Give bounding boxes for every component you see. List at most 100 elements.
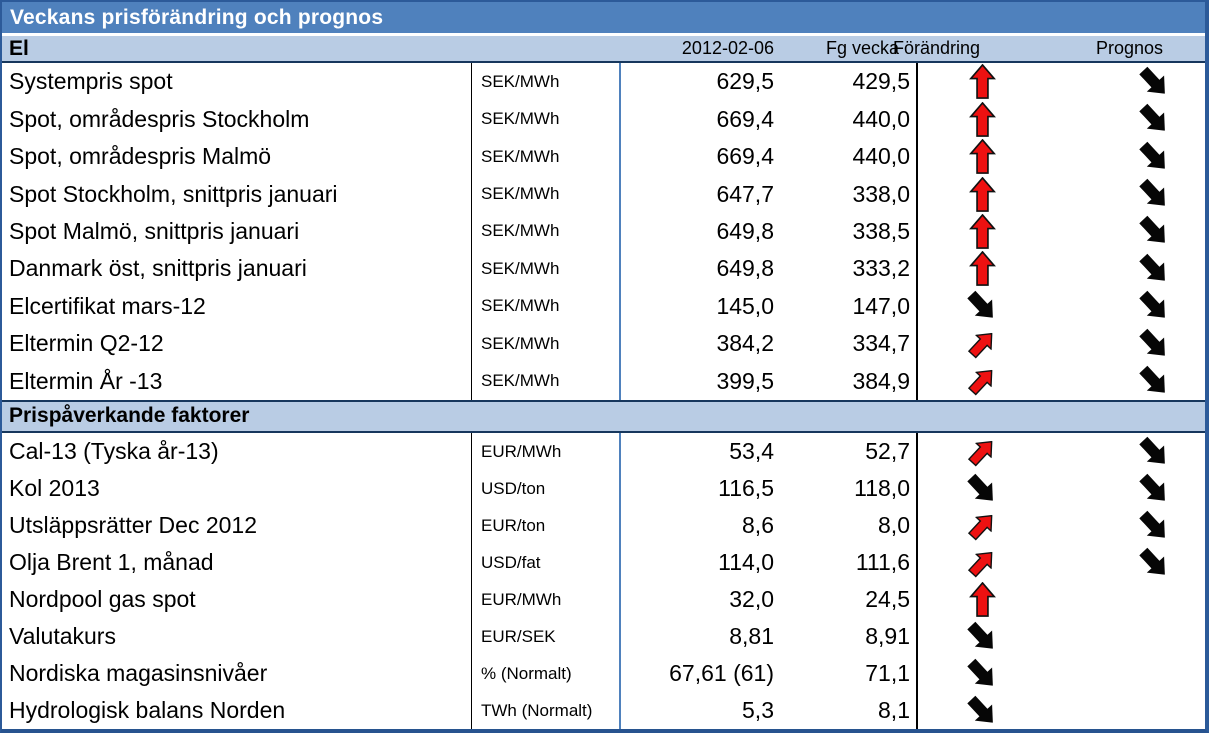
change-arrow-cell: [918, 433, 1046, 470]
row-label: Systempris spot: [2, 63, 472, 101]
table-row: Spot, områdespris Malmö SEK/MWh 669,4 44…: [2, 137, 1205, 176]
table-header-row: El 2012-02-06 Fg vecka Förändring Progno…: [2, 36, 1205, 63]
forecast-arrow-cell: [1046, 507, 1205, 544]
row-value-current: 114,0: [718, 549, 774, 575]
table-row: Elcertifikat mars-12 SEK/MWh 145,0 147,0: [2, 287, 1205, 326]
change-arrow-cell: [918, 581, 1046, 618]
row-label: Danmark öst, snittpris januari: [2, 250, 472, 288]
row-unit: SEK/MWh: [472, 137, 621, 176]
row-label: Olja Brent 1, månad: [2, 544, 472, 581]
row-value-current: 669,4: [716, 105, 774, 132]
up-arrow-icon: [968, 582, 996, 617]
row-value-current: 669,4: [716, 143, 774, 170]
row-label: Nordpool gas spot: [2, 581, 472, 618]
row-unit: SEK/MWh: [472, 250, 621, 288]
row-label: Hydrologisk balans Norden: [2, 692, 472, 729]
row-value-prev: 8,91: [782, 618, 918, 655]
row-value-current: 384,2: [716, 330, 774, 357]
table-row: Utsläppsrätter Dec 2012 EUR/ton 8,6 8,0: [2, 507, 1205, 544]
column-header-date: 2012-02-06: [681, 38, 774, 58]
diagonal-down-arrow-icon: [967, 658, 993, 686]
row-value-prev: 111,6: [782, 544, 918, 581]
row-value-current: 399,5: [716, 367, 774, 394]
column-header-prev-week: Fg vecka: [825, 38, 899, 58]
row-label: Spot, områdespris Stockholm: [2, 100, 472, 138]
diagonal-down-arrow-icon: [1138, 66, 1165, 94]
row-value-current: 116,5: [718, 475, 774, 501]
change-arrow-cell: [918, 363, 1046, 400]
forecast-arrow-cell: [1046, 544, 1205, 581]
row-label: Elcertifikat mars-12: [2, 287, 472, 326]
row-value-current: 629,5: [716, 68, 774, 95]
diagonal-up-arrow-icon: [967, 514, 993, 541]
section-factors-rows: Cal-13 (Tyska år-13) EUR/MWh 53,4 52,7 K…: [2, 433, 1205, 729]
diagonal-down-arrow-icon: [1138, 291, 1165, 318]
change-arrow-cell: [918, 63, 1046, 100]
up-arrow-icon: [968, 139, 996, 174]
diagonal-up-arrow-icon: [967, 370, 993, 396]
row-unit: USD/fat: [472, 544, 621, 581]
forecast-arrow-cell: [1046, 655, 1205, 692]
change-arrow-cell: [918, 692, 1046, 729]
row-label: Spot, områdespris Malmö: [2, 137, 472, 176]
row-value-prev: 334,7: [782, 325, 918, 363]
up-arrow-icon: [968, 64, 996, 100]
diagonal-up-arrow-icon: [967, 332, 993, 359]
table-row: Eltermin År -13 SEK/MWh 399,5 384,9: [2, 362, 1205, 400]
row-unit: EUR/SEK: [472, 618, 621, 655]
diagonal-down-arrow-icon: [1138, 547, 1165, 575]
change-arrow-cell: [918, 507, 1046, 544]
row-value-current: 53,4: [729, 438, 774, 464]
forecast-arrow-cell: [1046, 213, 1205, 250]
row-unit: SEK/MWh: [472, 212, 621, 251]
change-arrow-cell: [918, 544, 1046, 581]
row-value-current: 67,61 (61): [669, 660, 774, 686]
row-value-prev: 118,0: [782, 470, 918, 507]
change-arrow-cell: [918, 325, 1046, 362]
row-value-prev: 24,5: [782, 581, 918, 618]
row-unit: % (Normalt): [472, 655, 621, 692]
forecast-arrow-cell: [1046, 363, 1205, 400]
row-label: Kol 2013: [2, 470, 472, 507]
change-arrow-cell: [918, 175, 1046, 212]
row-label: Cal-13 (Tyska år-13): [2, 433, 472, 470]
row-label: Spot Stockholm, snittpris januari: [2, 175, 472, 213]
row-unit: EUR/MWh: [472, 433, 621, 470]
diagonal-down-arrow-icon: [1138, 178, 1165, 206]
forecast-arrow-cell: [1046, 618, 1205, 655]
up-arrow-icon: [968, 101, 996, 137]
row-label: Eltermin År -13: [2, 362, 472, 400]
row-label: Nordiska magasinsnivåer: [2, 655, 472, 692]
page-title: Veckans prisförändring och prognos: [2, 2, 1205, 33]
diagonal-down-arrow-icon: [1138, 141, 1165, 169]
diagonal-down-arrow-icon: [1138, 253, 1165, 281]
row-value-current: 647,7: [716, 180, 774, 207]
table-row: Cal-13 (Tyska år-13) EUR/MWh 53,4 52,7: [2, 433, 1205, 470]
row-value-current: 5,3: [742, 697, 774, 723]
column-header-change: Förändring: [893, 38, 981, 58]
row-value-current: 649,8: [716, 217, 774, 244]
section-factors-header: Prispåverkande faktorer: [2, 400, 1205, 433]
table-row: Danmark öst, snittpris januari SEK/MWh 6…: [2, 250, 1205, 288]
table-row: Eltermin Q2-12 SEK/MWh 384,2 334,7: [2, 325, 1205, 363]
row-value-prev: 147,0: [782, 287, 918, 326]
forecast-arrow-cell: [1046, 175, 1205, 212]
forecast-arrow-cell: [1046, 470, 1205, 507]
table-row: Olja Brent 1, månad USD/fat 114,0 111,6: [2, 544, 1205, 581]
diagonal-down-arrow-icon: [1138, 328, 1165, 356]
table-row: Nordpool gas spot EUR/MWh 32,0 24,5: [2, 581, 1205, 618]
forecast-arrow-cell: [1046, 63, 1205, 100]
diagonal-down-arrow-icon: [1138, 473, 1165, 501]
row-unit: SEK/MWh: [472, 325, 621, 363]
row-value-prev: 333,2: [782, 250, 918, 288]
forecast-arrow-cell: [1046, 433, 1205, 470]
row-value-prev: 384,9: [782, 362, 918, 400]
row-value-prev: 8,0: [782, 507, 918, 544]
forecast-arrow-cell: [1046, 692, 1205, 729]
diagonal-down-arrow-icon: [1138, 216, 1165, 244]
change-arrow-cell: [918, 618, 1046, 655]
up-arrow-icon: [968, 213, 996, 249]
change-arrow-cell: [918, 470, 1046, 507]
row-value-prev: 440,0: [782, 137, 918, 176]
